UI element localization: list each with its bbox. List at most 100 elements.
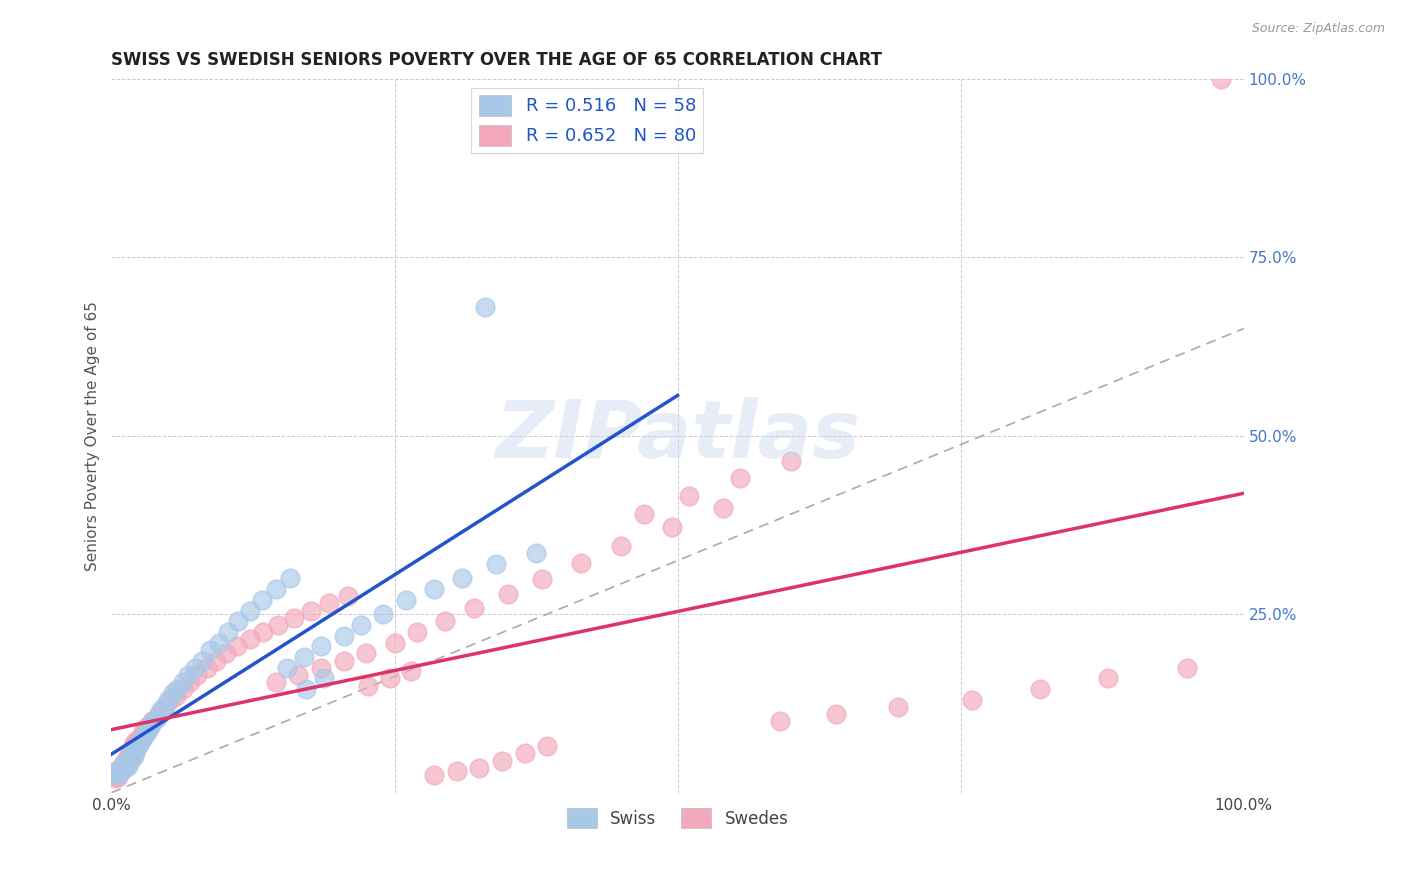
Point [138, 722, 160, 736]
Point [159, 693, 181, 707]
Point [215, 647, 238, 661]
Point [112, 758, 135, 772]
Point [157, 693, 180, 707]
Point [172, 675, 194, 690]
Point [166, 682, 188, 697]
Point [121, 743, 143, 757]
Point [142, 714, 165, 729]
Point [332, 629, 354, 643]
Point [384, 636, 406, 650]
Point [226, 614, 249, 628]
Point [423, 582, 446, 596]
Point [125, 743, 148, 757]
Point [238, 632, 260, 647]
Point [349, 617, 371, 632]
Point [179, 675, 201, 690]
Point [354, 647, 377, 661]
Point [122, 739, 145, 754]
Point [1211, 71, 1233, 86]
Point [117, 758, 139, 772]
Point [314, 672, 336, 686]
Point [107, 770, 129, 784]
Point [513, 747, 536, 761]
Point [524, 546, 547, 560]
Point [661, 520, 683, 534]
Point [149, 707, 172, 722]
Point [278, 571, 301, 585]
Point [217, 625, 239, 640]
Point [110, 761, 132, 775]
Point [451, 571, 474, 585]
Point [496, 587, 519, 601]
Point [633, 507, 655, 521]
Point [145, 711, 167, 725]
Point [138, 718, 160, 732]
Text: SWISS VS SWEDISH SENIORS POVERTY OVER THE AGE OF 65 CORRELATION CHART: SWISS VS SWEDISH SENIORS POVERTY OVER TH… [111, 51, 883, 69]
Point [118, 754, 141, 768]
Point [711, 500, 734, 515]
Point [309, 640, 332, 654]
Point [434, 614, 457, 628]
Point [468, 761, 491, 775]
Point [198, 643, 221, 657]
Point [299, 603, 322, 617]
Point [127, 739, 149, 754]
Point [267, 617, 290, 632]
Point [139, 718, 162, 732]
Point [105, 764, 128, 779]
Point [125, 734, 148, 748]
Point [1097, 672, 1119, 686]
Point [135, 725, 157, 739]
Point [134, 729, 156, 743]
Point [128, 732, 150, 747]
Point [373, 607, 395, 621]
Point [474, 300, 496, 314]
Point [887, 700, 910, 714]
Point [530, 572, 553, 586]
Point [104, 764, 127, 779]
Point [960, 693, 983, 707]
Point [108, 763, 131, 777]
Point [115, 754, 138, 768]
Point [337, 589, 360, 603]
Point [491, 754, 513, 768]
Point [406, 625, 429, 640]
Point [395, 592, 418, 607]
Point [122, 736, 145, 750]
Point [118, 747, 141, 761]
Point [779, 453, 801, 467]
Point [131, 732, 153, 747]
Point [309, 661, 332, 675]
Point [134, 722, 156, 736]
Point [283, 610, 305, 624]
Point [184, 661, 207, 675]
Point [186, 668, 208, 682]
Point [110, 761, 132, 775]
Point [276, 661, 298, 675]
Point [165, 690, 187, 704]
Point [318, 596, 340, 610]
Point [111, 757, 134, 772]
Point [152, 700, 174, 714]
Point [124, 744, 146, 758]
Point [162, 686, 184, 700]
Legend: Swiss, Swedes: Swiss, Swedes [560, 802, 796, 834]
Point [120, 750, 142, 764]
Point [610, 539, 633, 553]
Point [108, 765, 131, 780]
Point [114, 761, 136, 775]
Point [122, 747, 145, 761]
Point [115, 756, 138, 770]
Point [332, 654, 354, 668]
Y-axis label: Seniors Poverty Over the Age of 65: Seniors Poverty Over the Age of 65 [86, 301, 100, 571]
Point [401, 665, 423, 679]
Point [678, 489, 700, 503]
Point [128, 736, 150, 750]
Point [768, 714, 790, 729]
Point [141, 714, 163, 729]
Point [122, 748, 145, 763]
Point [463, 601, 485, 615]
Text: ZIPatlas: ZIPatlas [495, 397, 860, 475]
Point [117, 750, 139, 764]
Point [295, 682, 318, 697]
